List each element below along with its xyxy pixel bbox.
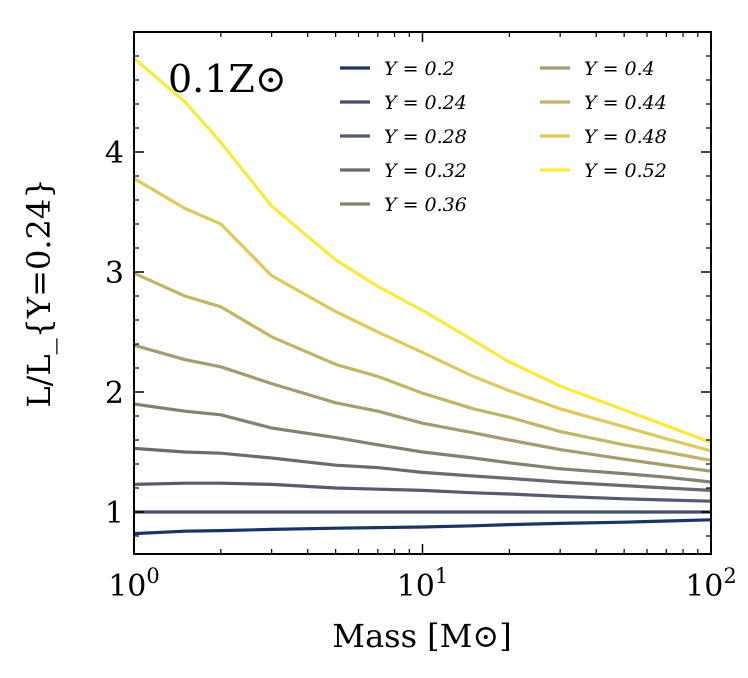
legend-label-3: Y = 0.32 — [384, 160, 467, 182]
series-line-8 — [132, 57, 712, 444]
legend-label-5: Y = 0.4 — [584, 58, 655, 80]
legend-label-8: Y = 0.52 — [584, 160, 667, 182]
y-axis-label: L/L_{Y=0.24} — [20, 178, 58, 407]
metallicity-annotation: 0.1Z⊙ — [168, 57, 287, 101]
series-line-7 — [133, 177, 712, 453]
x-tick-base: 10 — [108, 569, 146, 604]
x-axis-label: Mass [M⊙] — [332, 617, 511, 655]
x-tick-base: 10 — [685, 569, 723, 604]
legend-label-4: Y = 0.36 — [384, 194, 467, 216]
legend-label-7: Y = 0.48 — [584, 126, 667, 148]
x-tick-label-1: 101 — [397, 564, 449, 604]
x-tick-base: 10 — [397, 569, 435, 604]
legend-label-1: Y = 0.24 — [384, 92, 467, 114]
series-layer — [132, 57, 712, 536]
plot-frame — [133, 31, 712, 555]
legend-label-6: Y = 0.44 — [584, 92, 667, 114]
x-tick-exponent: 0 — [146, 564, 159, 588]
y-tick-label-1: 2 — [105, 376, 124, 411]
x-tick-exponent: 2 — [723, 564, 736, 588]
x-tick-exponent: 1 — [435, 564, 448, 588]
series-line-6 — [133, 271, 712, 462]
y-tick-label-0: 1 — [105, 496, 124, 531]
legend-label-2: Y = 0.28 — [384, 126, 467, 148]
legend: Y = 0.2 Y = 0.24 Y = 0.28 Y = 0.32 Y = 0.36 Y… — [340, 58, 667, 216]
y-tick-label-3: 4 — [105, 136, 124, 171]
series-line-5 — [133, 343, 712, 473]
x-tick-label-2: 102 — [685, 564, 737, 604]
x-tick-label-0: 100 — [108, 564, 160, 604]
series-line-0 — [133, 518, 712, 536]
y-tick-label-2: 3 — [105, 256, 124, 291]
legend-label-0: Y = 0.2 — [384, 58, 455, 80]
series-line-3 — [133, 446, 712, 492]
metallicity-annotation-text: 0.1Z⊙ — [168, 57, 287, 101]
series-line-2 — [133, 481, 712, 503]
series-line-4 — [133, 402, 712, 484]
